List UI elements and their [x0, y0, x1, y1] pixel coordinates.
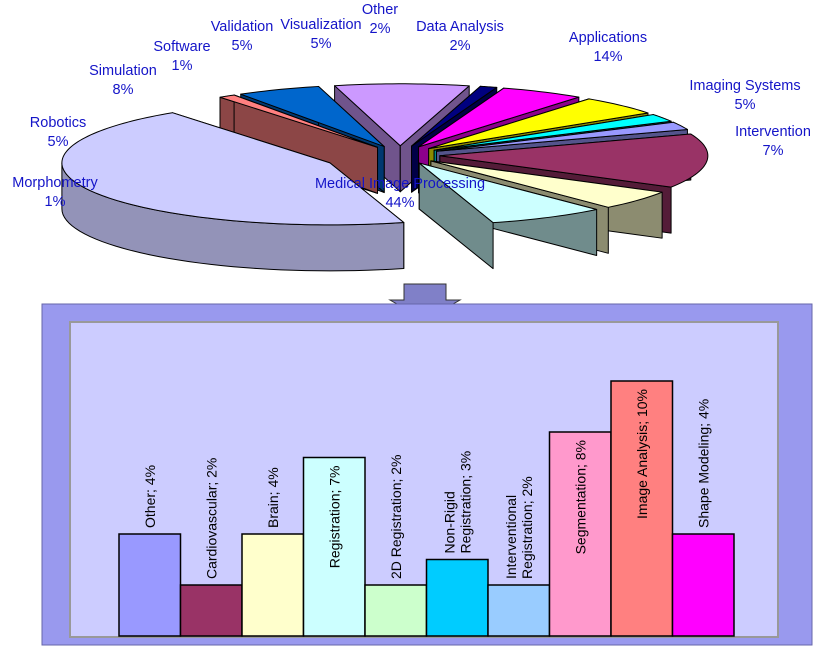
- bar-2d-registration-2: [364, 584, 428, 637]
- pie-label-imaging-systems: Imaging Systems 5%: [689, 78, 800, 113]
- bar-label-segmentation-8: Segmentation; 8%: [572, 440, 588, 554]
- bar-label-image-analysis-10: Image Analysis; 10%: [634, 389, 650, 519]
- bar-interventional-registration-2: [487, 584, 551, 637]
- pie-label-morphometry: Morphometry 1%: [12, 175, 98, 210]
- bar-label-non-rigid-registration-3: Non-RigidRegistration; 3%: [441, 451, 473, 554]
- bar-registration-7: [302, 456, 366, 637]
- bar-non-rigid-registration-3: [425, 558, 489, 637]
- pie-label-medical-image-processing: Medical Image Processing 44%: [315, 176, 485, 211]
- bar-brain-4: [241, 533, 305, 637]
- pie-label-visualization: Visualization 5%: [280, 17, 361, 52]
- pie-label-intervention: Intervention 7%: [735, 124, 811, 159]
- pie-label-robotics: Robotics 5%: [30, 115, 86, 150]
- pie-label-data-analysis: Data Analysis 2%: [416, 19, 504, 54]
- bar-label-brain-4: Brain; 4%: [265, 467, 281, 528]
- pie-slice-medical-image-processing: [61, 112, 405, 272]
- bar-cardiovascular-2: [179, 584, 243, 637]
- pie-label-other: Other 2%: [362, 2, 398, 37]
- bar-image-analysis-10: [610, 380, 674, 637]
- bar-label-2d-registration-2: 2D Registration; 2%: [388, 454, 404, 579]
- bar-label-registration-7: Registration; 7%: [326, 466, 342, 569]
- pie-label-simulation: Simulation 8%: [89, 63, 157, 98]
- bar-label-other-4: Other; 4%: [142, 465, 158, 528]
- bar-segmentation-8: [548, 431, 612, 637]
- pie-slice-intervention: [418, 162, 598, 270]
- bar-chart: Other; 4% Cardiovascular; 2% Brain; 4% Regi…: [41, 303, 813, 646]
- pie-label-applications: Applications 14%: [569, 30, 647, 65]
- pie-label-validation: Validation 5%: [211, 19, 274, 54]
- bar-shape-modeling-4: [671, 533, 735, 637]
- bar-label-cardiovascular-2: Cardiovascular; 2%: [203, 458, 219, 579]
- pie-chart: Medical Image Processing 44% Morphometry 1%…: [12, 2, 811, 272]
- pie-label-software: Software 1%: [153, 39, 210, 74]
- bar-label-shape-modeling-4: Shape Modeling; 4%: [695, 399, 711, 528]
- bar-label-interventional-registration-2: InterventionalRegistration; 2%: [503, 476, 535, 579]
- bar-other-4: [118, 533, 182, 637]
